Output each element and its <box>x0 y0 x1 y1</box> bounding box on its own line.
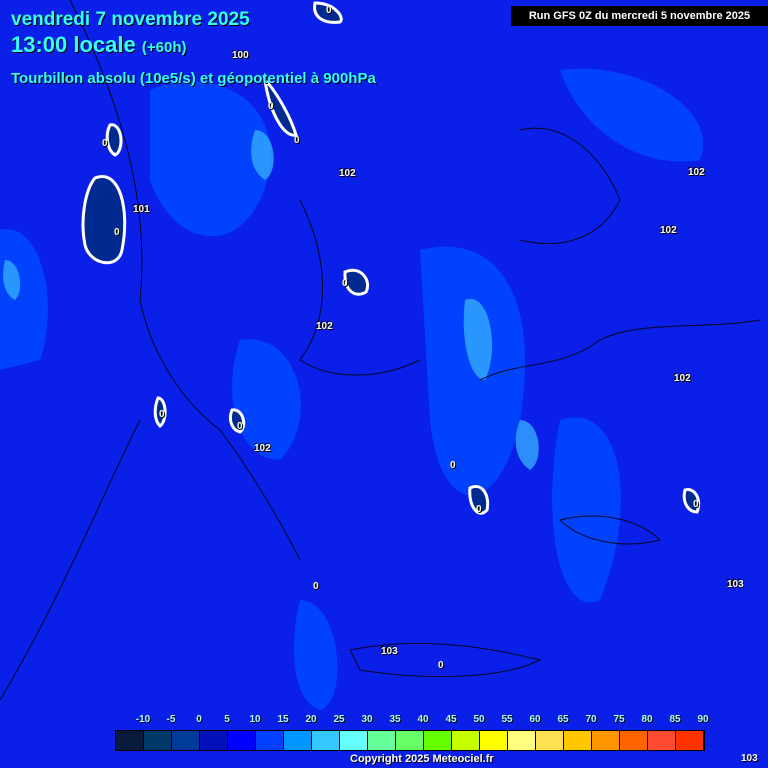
legend-swatch <box>480 731 508 750</box>
legend-tick: 60 <box>529 714 541 725</box>
vorticity-zero-label: 0 <box>326 5 332 16</box>
legend-tick: 15 <box>277 714 289 725</box>
geopotential-label: 102 <box>339 168 356 179</box>
vorticity-zero-label: 0 <box>476 504 482 515</box>
corner-geopotential-label: 103 <box>741 753 758 764</box>
parameter-title: Tourbillon absolu (10e5/s) et géopotenti… <box>11 70 376 87</box>
legend-tick: 85 <box>669 714 681 725</box>
geopotential-label: 102 <box>688 167 705 178</box>
legend-tick: 25 <box>333 714 345 725</box>
legend-tick: 45 <box>445 714 457 725</box>
legend-tick: 10 <box>249 714 261 725</box>
legend-swatch <box>396 731 424 750</box>
legend-tick: 30 <box>361 714 373 725</box>
geopotential-label: 101 <box>133 204 150 215</box>
forecast-time: 13:00 locale (+60h) <box>11 32 186 58</box>
legend-swatch <box>620 731 648 750</box>
copyright: Copyright 2025 Meteociel.fr <box>350 753 494 765</box>
legend-tick: 70 <box>585 714 597 725</box>
legend-ticks: -10 -5 0 5 10 15 20 25 30 35 40 45 50 55 60 65 70 75 80 85 9… <box>115 714 709 728</box>
legend-tick: 55 <box>501 714 513 725</box>
legend-tick: 40 <box>417 714 429 725</box>
geopotential-label: 100 <box>232 50 249 61</box>
legend-tick: 75 <box>613 714 625 725</box>
vorticity-zero-label: 0 <box>294 135 300 146</box>
legend-swatch <box>312 731 340 750</box>
vorticity-zero-label: 0 <box>342 278 348 289</box>
legend-tick: 65 <box>557 714 569 725</box>
legend-tick: 0 <box>196 714 202 725</box>
geopotential-label: 102 <box>674 373 691 384</box>
lead-time: (+60h) <box>141 39 187 56</box>
vorticity-zero-label: 0 <box>159 409 165 420</box>
legend-swatch <box>340 731 368 750</box>
geopotential-label: 103 <box>727 579 744 590</box>
legend-swatch <box>424 731 452 750</box>
legend-swatch <box>172 731 200 750</box>
legend-tick: 90 <box>697 714 709 725</box>
legend-tick: 35 <box>389 714 401 725</box>
legend-swatch <box>564 731 592 750</box>
legend-swatch <box>648 731 676 750</box>
geopotential-label: 102 <box>316 321 333 332</box>
legend-tick: -10 <box>135 714 151 725</box>
legend-swatch <box>368 731 396 750</box>
vorticity-zero-label: 0 <box>450 460 456 471</box>
legend-tick: -5 <box>166 714 176 725</box>
vorticity-zero-label: 0 <box>268 101 274 112</box>
legend-tick: 80 <box>641 714 653 725</box>
color-legend <box>115 730 705 751</box>
run-info: Run GFS 0Z du mercredi 5 novembre 2025 <box>511 6 768 26</box>
legend-swatch <box>536 731 564 750</box>
forecast-date: vendredi 7 novembre 2025 <box>11 9 250 30</box>
geopotential-label: 102 <box>254 443 271 454</box>
legend-tick: 20 <box>305 714 317 725</box>
vorticity-zero-label: 0 <box>102 138 108 149</box>
legend-swatch <box>144 731 172 750</box>
legend-tick: 5 <box>224 714 230 725</box>
legend-swatch <box>200 731 228 750</box>
geopotential-label: 102 <box>660 225 677 236</box>
legend-swatch <box>592 731 620 750</box>
vorticity-zero-label: 0 <box>438 660 444 671</box>
legend-swatch <box>256 731 284 750</box>
vorticity-zero-label: 0 <box>237 421 243 432</box>
legend-swatch <box>116 731 144 750</box>
legend-tick: 50 <box>473 714 485 725</box>
legend-swatch <box>228 731 256 750</box>
legend-swatch <box>508 731 536 750</box>
vorticity-zero-label: 0 <box>693 499 699 510</box>
legend-swatch <box>284 731 312 750</box>
local-time: 13:00 locale <box>11 32 136 57</box>
vorticity-zero-label: 0 <box>114 227 120 238</box>
legend-swatch <box>452 731 480 750</box>
geopotential-label: 103 <box>381 646 398 657</box>
vorticity-zero-label: 0 <box>313 581 319 592</box>
legend-swatch <box>676 731 704 750</box>
